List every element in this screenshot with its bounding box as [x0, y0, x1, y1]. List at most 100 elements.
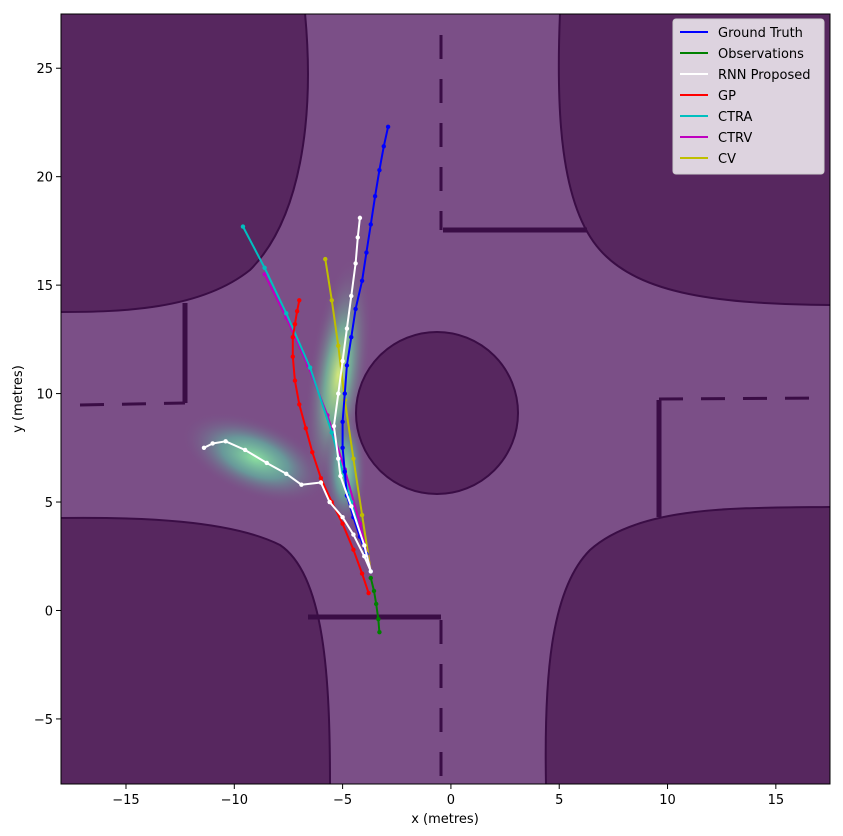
- data-point-rnn-proposed: [336, 391, 341, 396]
- data-point-ctrv: [262, 272, 267, 277]
- data-point-ground-truth: [368, 222, 373, 227]
- data-point-gp: [290, 354, 295, 359]
- y-tick-label: 0: [45, 604, 53, 619]
- data-point-ground-truth: [372, 193, 378, 199]
- data-point-rnn-proposed: [284, 471, 289, 477]
- x-tick-label: 0: [447, 793, 455, 808]
- data-point-gp: [318, 475, 324, 481]
- x-tick-label: −10: [221, 793, 248, 808]
- data-point-rnn-proposed: [318, 480, 324, 485]
- data-point-gp: [297, 402, 302, 407]
- data-point-rnn-proposed: [349, 504, 354, 509]
- data-point-ctrv: [357, 521, 363, 526]
- data-point-cv: [359, 512, 365, 518]
- data-point-rnn-proposed: [349, 293, 354, 299]
- data-point-cv: [351, 456, 356, 461]
- data-point-observations: [373, 601, 379, 607]
- data-point-observations: [377, 629, 382, 635]
- data-point-ground-truth: [353, 306, 358, 312]
- data-point-gp: [340, 521, 345, 526]
- data-point-ground-truth: [359, 278, 365, 283]
- legend-box: [672, 18, 825, 175]
- x-tick-label: 5: [555, 793, 563, 808]
- data-point-gp: [292, 321, 298, 327]
- legend-label-observations: Observations: [718, 47, 804, 62]
- data-point-rnn-proposed: [362, 543, 367, 548]
- legend-label-ground-truth: Ground Truth: [718, 26, 803, 41]
- legend-label-rnn-proposed: RNN Proposed: [718, 68, 810, 83]
- obstacle-top-left: [61, 14, 309, 313]
- series-rnn-proposed: [201, 215, 373, 574]
- data-point-gp: [351, 547, 356, 552]
- data-point-observations: [376, 616, 381, 622]
- data-point-ground-truth: [340, 419, 345, 424]
- obstacle-bottom-left: [61, 516, 331, 784]
- data-point-observations: [371, 588, 377, 594]
- y-tick-label: −5: [34, 713, 53, 728]
- x-axis-label: x (metres): [411, 812, 479, 827]
- data-point-rnn-proposed: [210, 441, 215, 446]
- data-point-cv: [323, 256, 328, 262]
- data-point-rnn-proposed: [340, 358, 345, 364]
- data-point-rnn-proposed: [242, 447, 248, 453]
- data-point-ground-truth: [377, 167, 382, 173]
- data-point-rnn-proposed: [344, 326, 350, 331]
- data-point-rnn-proposed: [331, 423, 337, 429]
- series-gp: [290, 298, 371, 596]
- data-point-ground-truth: [385, 124, 391, 129]
- data-point-ground-truth: [340, 445, 345, 451]
- data-point-rnn-proposed: [336, 456, 341, 461]
- y-tick-label: 25: [36, 62, 53, 77]
- data-point-gp: [290, 334, 295, 340]
- data-point-ground-truth: [344, 363, 350, 368]
- legend-label-gp: GP: [718, 89, 736, 104]
- data-point-observations: [368, 575, 373, 581]
- y-tick-label: 20: [36, 171, 53, 186]
- data-point-rnn-proposed: [351, 532, 356, 537]
- data-point-ctra: [240, 224, 246, 229]
- x-tick-label: 15: [768, 793, 785, 808]
- obstacles: [61, 14, 830, 784]
- series-ctra: [240, 224, 373, 574]
- data-point-ctra: [262, 265, 267, 270]
- y-axis-label: y (metres): [11, 365, 26, 433]
- data-point-ground-truth: [342, 391, 347, 396]
- data-point-ctra: [307, 365, 313, 370]
- data-point-ctra: [284, 311, 289, 316]
- data-point-rnn-proposed: [368, 569, 373, 574]
- data-point-ground-truth: [342, 469, 347, 474]
- legend: Ground Truth Observations RNN Proposed GP CT…: [672, 18, 825, 175]
- data-point-ctra: [329, 430, 334, 435]
- series-observations: [368, 575, 382, 635]
- x-tick-label: −5: [333, 793, 352, 808]
- data-point-gp: [297, 298, 302, 303]
- data-point-rnn-proposed: [327, 499, 332, 505]
- data-point-cv: [336, 343, 341, 349]
- x-tick-label: 10: [659, 793, 676, 808]
- data-point-gp: [294, 308, 300, 314]
- data-point-ground-truth: [381, 144, 386, 149]
- lane-markings: [79, 35, 821, 778]
- data-point-rnn-proposed: [338, 473, 343, 479]
- data-point-ground-truth: [364, 250, 369, 255]
- data-point-gp: [359, 571, 365, 576]
- data-point-rnn-proposed: [223, 439, 228, 444]
- data-point-rnn-proposed: [201, 445, 207, 451]
- axes-layer: −15 −10 −5 0 5 10 15 −5 0 5 10 15 20 25: [34, 62, 784, 808]
- obstacle-center-roundabout: [355, 331, 519, 495]
- data-point-rnn-proposed: [357, 215, 363, 221]
- data-point-gp: [310, 449, 315, 455]
- series-ground-truth: [340, 124, 391, 574]
- series-layer: [201, 124, 391, 635]
- obstacle-bottom-right: [544, 506, 830, 784]
- data-point-ground-truth: [349, 334, 354, 340]
- legend-label-ctrv: CTRV: [718, 131, 752, 146]
- data-point-rnn-proposed: [264, 460, 269, 466]
- y-tick-label: 10: [36, 388, 53, 403]
- data-point-rnn-proposed: [353, 261, 358, 266]
- x-tick-label: −15: [112, 793, 139, 808]
- legend-label-ctra: CTRA: [718, 110, 753, 125]
- data-point-rnn-proposed: [299, 482, 304, 487]
- data-point-gp: [303, 426, 308, 431]
